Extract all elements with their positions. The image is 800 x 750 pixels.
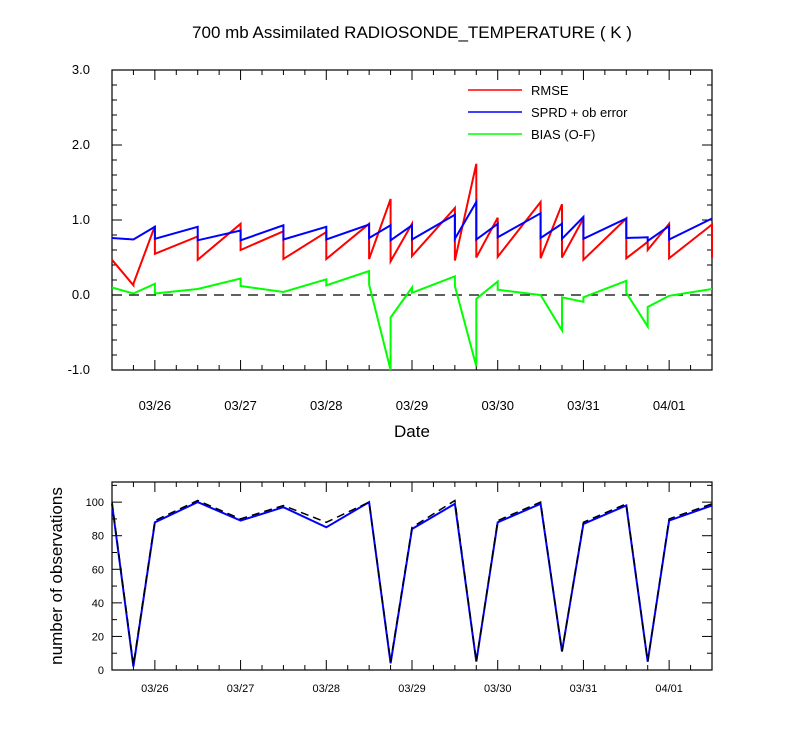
x-tick-label: 03/28: [310, 398, 343, 413]
chart-title: 700 mb Assimilated RADIOSONDE_TEMPERATUR…: [192, 23, 632, 42]
y-tick-label: 2.0: [72, 137, 90, 152]
x-tick-label: 03/29: [396, 398, 429, 413]
x-tick-label: 04/01: [653, 398, 686, 413]
y-tick-label: 40: [92, 598, 104, 610]
x-tick-label: 03/27: [224, 398, 257, 413]
legend-item-bias: BIAS (O-F): [468, 127, 595, 142]
x-tick-label: 03/31: [570, 683, 598, 695]
y-tick-label: -1.0: [68, 362, 90, 377]
x-axis-title: Date: [394, 422, 430, 441]
y-tick-label: 0: [98, 665, 104, 677]
y-tick-label: 0.0: [72, 287, 90, 302]
legend-item-rmse: RMSE: [468, 83, 569, 98]
series-line-rmse: [111, 163, 713, 289]
top-axes: 03/26 03/27 03/28 03/29 03/30 03/31 04/01 -1.0 0…: [68, 62, 713, 413]
x-tick-label: 03/29: [398, 683, 426, 695]
y-axis-title-observations: number of observations: [47, 487, 66, 665]
y-tick-label: 60: [92, 564, 104, 576]
series-line-bias-o-f: [111, 269, 713, 371]
legend-label-rmse: RMSE: [531, 83, 569, 98]
x-tick-label: 03/26: [141, 683, 169, 695]
x-tick-label: 03/27: [227, 683, 255, 695]
series-line-assimilated: [111, 500, 713, 667]
y-tick-label: 100: [86, 497, 104, 509]
legend: RMSE SPRD + ob error BIAS (O-F): [468, 83, 628, 142]
y-tick-label: 20: [92, 631, 104, 643]
x-tick-label: 03/30: [484, 683, 512, 695]
x-tick-label: 03/30: [481, 398, 514, 413]
x-tick-label: 03/31: [567, 398, 600, 413]
series-line-possible: [111, 499, 713, 666]
top-series-group: [111, 163, 713, 371]
y-tick-label: 3.0: [72, 62, 90, 77]
legend-label-sprd: SPRD + ob error: [531, 105, 628, 120]
bottom-axes: 03/26 03/27 03/28 03/29 03/30 03/31 04/01 0 20 40…: [86, 482, 713, 695]
bottom-series-group: [111, 499, 713, 667]
legend-label-bias: BIAS (O-F): [531, 127, 595, 142]
x-tick-label: 03/26: [139, 398, 172, 413]
y-tick-label: 80: [92, 531, 104, 543]
y-tick-label: 1.0: [72, 212, 90, 227]
bottom-plot-frame: [111, 481, 713, 671]
bottom-chart: 03/26 03/27 03/28 03/29 03/30 03/31 04/01 0 20 40…: [47, 481, 713, 695]
x-tick-label: 03/28: [313, 683, 341, 695]
x-tick-label: 04/01: [655, 683, 683, 695]
top-chart: 03/26 03/27 03/28 03/29 03/30 03/31 04/01 -1.0 0…: [68, 62, 713, 441]
series-line-sprd-ob-error: [111, 198, 713, 243]
legend-item-sprd: SPRD + ob error: [468, 105, 628, 120]
